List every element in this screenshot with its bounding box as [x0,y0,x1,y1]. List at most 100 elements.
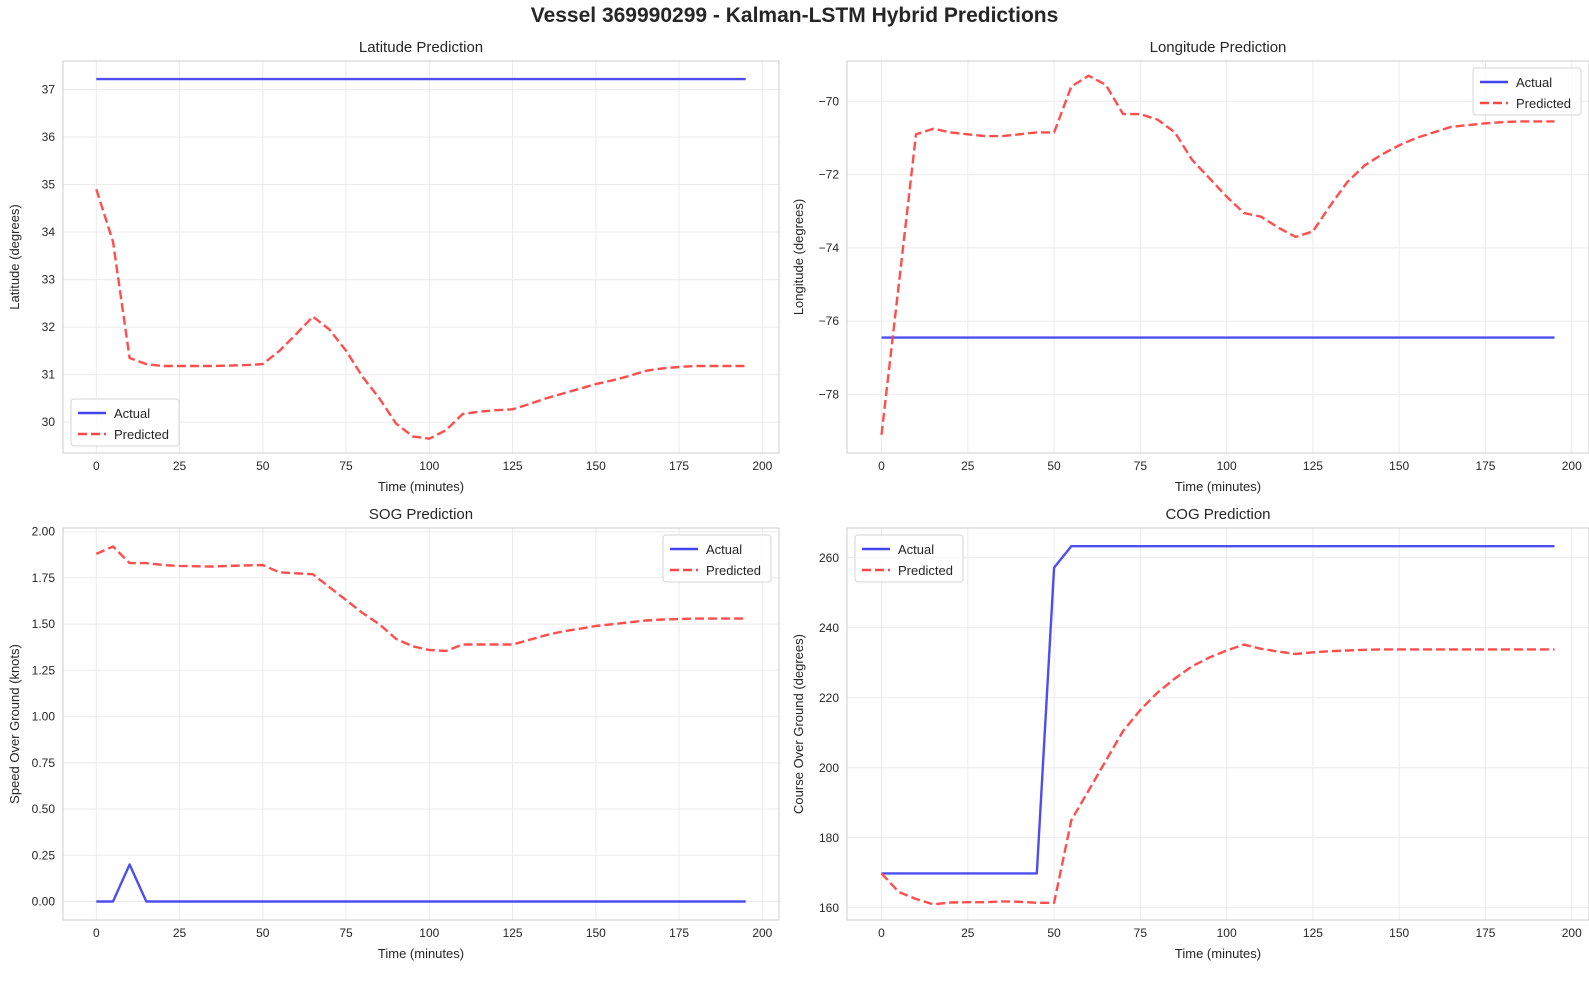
chart1-x-tick-label: 50 [1047,459,1061,473]
chart3-x-tick-label: 175 [1475,926,1495,940]
chart2-y-tick-label: 1.50 [32,617,56,631]
chart1-y-tick-label: −74 [819,241,840,255]
chart0-legend: Actual Predicted [70,398,180,447]
chart0-y-tick-label: 35 [42,178,56,192]
chart0-y-tick-label: 30 [42,415,56,429]
chart3-legend-label-actual: Actual [898,542,934,557]
chart1-y-tick-label: −72 [819,168,840,182]
chart0-x-tick-label: 175 [669,459,689,473]
chart2-x-tick-label: 0 [93,926,100,940]
chart3-frame [846,527,1589,921]
chart2-x-tick-label: 125 [503,926,523,940]
chart0-legend-label-actual: Actual [114,406,150,421]
chart0-legend-label-predicted: Predicted [114,427,169,442]
chart1-x-tick-label: 125 [1303,459,1323,473]
chart1-legend-label-predicted: Predicted [1516,96,1571,111]
chart3-x-tick-label: 100 [1217,926,1237,940]
chart0-plot-area [63,61,779,453]
chart2-x-tick-label: 150 [586,926,606,940]
chart1-frame [846,60,1589,454]
chart2-x-tick-label: 175 [669,926,689,940]
chart3-plot-area [847,528,1589,920]
chart3-legend-label-predicted: Predicted [898,563,953,578]
chart3-x-tick-label: 125 [1303,926,1323,940]
chart0-x-tick-label: 0 [93,459,100,473]
chart0-y-axis-label: Latitude (degrees) [7,204,22,310]
chart3-title: COG Prediction [1165,506,1270,523]
chart2-y-tick-label: 1.00 [32,710,56,724]
chart0-frame [62,60,780,454]
chart3-y-tick-label: 160 [819,901,839,915]
chart2-series-predicted [95,545,746,653]
chart1-x-axis-label: Time (minutes) [1175,479,1261,494]
latitude-chart: Latitude Prediction 0 25 50 75 100 125 150 175 20… [7,39,780,494]
chart2-x-tick-label: 100 [419,926,439,940]
chart0-y-tick-label: 32 [42,320,56,334]
chart3-y-tick-label: 180 [819,831,839,845]
chart2-x-axis-label: Time (minutes) [378,946,464,961]
chart0-x-tick-label: 25 [173,459,187,473]
chart3-series-actual [881,545,1555,875]
chart0-y-tick-label: 31 [42,368,56,382]
chart2-y-tick-label: 1.25 [32,663,56,677]
chart3-y-tick-label: 260 [819,551,839,565]
chart2-x-tick-label: 25 [173,926,187,940]
chart2-y-tick-label: 0.25 [32,848,56,862]
chart1-title: Longitude Prediction [1150,39,1287,56]
figure-title: Vessel 369990299 - Kalman-LSTM Hybrid Pr… [530,4,1059,27]
chart0-title: Latitude Prediction [359,39,483,56]
chart1-x-tick-label: 25 [961,459,975,473]
sog-chart: SOG Prediction 0 25 50 75 100 125 150 175 200 0.00… [7,506,780,961]
chart0-x-tick-label: 125 [503,459,523,473]
chart1-x-tick-label: 175 [1475,459,1495,473]
chart2-y-tick-label: 2.00 [32,525,56,539]
chart0-series-predicted [95,188,746,440]
chart1-plot-area [847,61,1589,453]
chart0-x-tick-label: 75 [339,459,353,473]
chart2-y-tick-label: 0.00 [32,895,56,909]
chart3-x-tick-label: 0 [878,926,885,940]
chart2-y-tick-label: 1.75 [32,571,56,585]
chart0-y-tick-label: 33 [42,273,56,287]
chart1-series-predicted [880,74,1555,435]
chart1-y-tick-label: −76 [819,314,840,328]
longitude-chart: Longitude Prediction 0 25 50 75 100 125 150 175 2… [791,39,1589,494]
chart3-x-tick-label: 200 [1562,926,1582,940]
chart1-legend: Actual Predicted [1472,67,1582,116]
chart0-x-tick-label: 50 [256,459,270,473]
chart1-y-axis-label: Longitude (degrees) [791,199,806,315]
chart0-x-tick-label: 150 [586,459,606,473]
chart1-x-tick-label: 100 [1217,459,1237,473]
chart0-x-axis-label: Time (minutes) [378,479,464,494]
chart3-x-axis-label: Time (minutes) [1175,946,1261,961]
chart2-y-axis-label: Speed Over Ground (knots) [7,644,22,804]
chart2-y-tick-label: 0.50 [32,802,56,816]
chart3-y-tick-label: 200 [819,761,839,775]
chart2-legend: Actual Predicted [662,534,772,583]
chart2-y-tick-label: 0.75 [32,756,56,770]
chart1-legend-label-actual: Actual [1516,75,1552,90]
chart1-x-tick-label: 75 [1134,459,1148,473]
chart1-y-tick-label: −70 [819,94,840,108]
chart2-legend-label-actual: Actual [706,542,742,557]
chart3-y-tick-label: 220 [819,691,839,705]
chart3-x-tick-label: 150 [1389,926,1409,940]
chart0-y-tick-label: 36 [42,130,56,144]
chart3-x-tick-label: 75 [1134,926,1148,940]
cog-chart: COG Prediction 0 25 50 75 100 125 150 175 200 160 1… [791,506,1589,961]
chart0-y-tick-label: 37 [42,83,56,97]
chart1-x-tick-label: 150 [1389,459,1409,473]
chart2-x-tick-label: 50 [256,926,270,940]
chart1-x-tick-label: 0 [878,459,885,473]
chart3-y-tick-label: 240 [819,621,839,635]
chart3-x-tick-label: 25 [961,926,975,940]
chart2-x-tick-label: 200 [752,926,772,940]
chart2-plot-area [63,528,779,920]
chart2-x-tick-label: 75 [339,926,353,940]
chart0-x-tick-label: 200 [752,459,772,473]
chart3-series-predicted [880,643,1555,906]
chart3-y-axis-label: Course Over Ground (degrees) [791,634,806,814]
chart2-legend-label-predicted: Predicted [706,563,761,578]
chart3-legend: Actual Predicted [854,534,964,583]
